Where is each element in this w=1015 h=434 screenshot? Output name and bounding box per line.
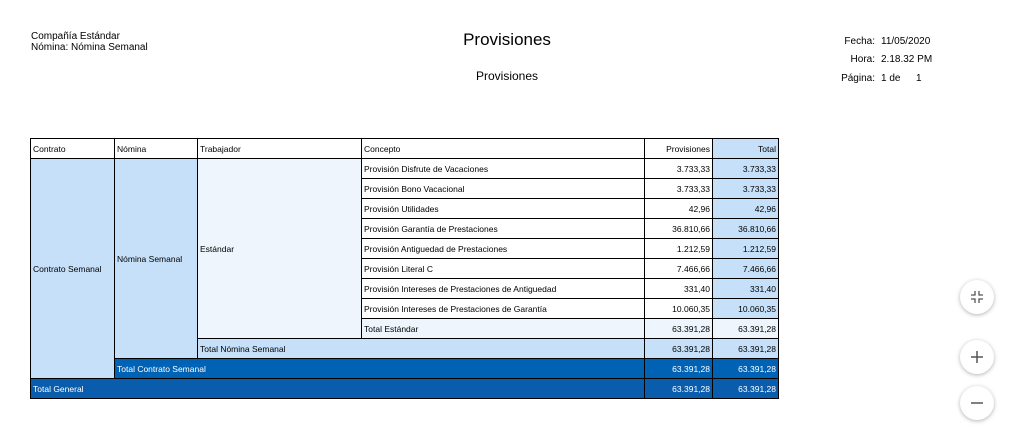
time: 2.18.32 PM	[881, 54, 933, 65]
total: 7.466,66	[712, 258, 779, 279]
total: 3.733,33	[712, 158, 779, 179]
collapse-icon	[971, 291, 983, 303]
page-total: 1	[916, 73, 922, 84]
subtotal-provision: 63.391,28	[644, 358, 713, 379]
subtitle: Provisiones	[475, 69, 539, 83]
column-header: Total	[712, 138, 779, 159]
collapse-button[interactable]	[960, 280, 994, 314]
provision: 7.466,66	[644, 258, 713, 279]
subtotal-total: 63.391,28	[712, 358, 779, 379]
subtotal-label: Total Estándar	[361, 318, 645, 339]
payroll: Nómina: Nómina Semanal	[31, 42, 148, 53]
minus-icon	[971, 402, 983, 404]
subtotal-label: Total Nómina Semanal	[197, 338, 645, 359]
subtotal-total: 63.391,28	[712, 318, 779, 339]
provision: 331,40	[644, 278, 713, 299]
payroll-cell: Nómina Semanal	[114, 158, 198, 359]
subtotal-provision: 63.391,28	[644, 318, 713, 339]
provision: 36.810,66	[644, 218, 713, 239]
provision: 1.212,59	[644, 238, 713, 259]
total: 1.212,59	[712, 238, 779, 259]
concept: Provisión Intereses de Prestaciones de A…	[361, 278, 645, 299]
page-number: 1 de	[881, 73, 901, 84]
concept: Provisión Intereses de Prestaciones de G…	[361, 298, 645, 319]
total: 10.060,35	[712, 298, 779, 319]
concept: Provisión Literal C	[361, 258, 645, 279]
plus-icon	[971, 351, 983, 363]
provision: 3.733,33	[644, 158, 713, 179]
column-header: Contrato	[30, 138, 115, 159]
concept: Provisión Antiguedad de Prestaciones	[361, 238, 645, 259]
zoom-out-button[interactable]	[960, 386, 994, 420]
column-header: Provisiones	[644, 138, 713, 159]
date-label: Fecha:	[844, 36, 875, 47]
subtotal-total: 63.391,28	[712, 378, 779, 399]
contract-cell: Contrato Semanal	[30, 158, 115, 379]
concept: Provisión Utilidades	[361, 198, 645, 219]
page-label: Página:	[841, 73, 875, 84]
date: 11/05/2020	[881, 36, 931, 47]
subtotal-total: 63.391,28	[712, 338, 779, 359]
subtotal-provision: 63.391,28	[644, 378, 713, 399]
provision: 42,96	[644, 198, 713, 219]
concept: Provisión Disfrute de Vacaciones	[361, 158, 645, 179]
provision: 3.733,33	[644, 178, 713, 199]
column-header: Concepto	[361, 138, 645, 159]
subtotal-label: Total General	[30, 378, 645, 399]
company: Compañía Estándar	[31, 31, 120, 42]
zoom-in-button[interactable]	[960, 340, 994, 374]
total: 36.810,66	[712, 218, 779, 239]
total: 3.733,33	[712, 178, 779, 199]
concept: Provisión Bono Vacacional	[361, 178, 645, 199]
provision: 10.060,35	[644, 298, 713, 319]
total: 42,96	[712, 198, 779, 219]
column-header: Trabajador	[197, 138, 362, 159]
total: 331,40	[712, 278, 779, 299]
worker-cell: Estándar	[197, 158, 362, 339]
subtotal-provision: 63.391,28	[644, 338, 713, 359]
title: Provisiones	[463, 30, 551, 49]
concept: Provisión Garantía de Prestaciones	[361, 218, 645, 239]
column-header: Nómina	[114, 138, 198, 159]
time-label: Hora:	[850, 54, 875, 65]
subtotal-label: Total Contrato Semanal	[114, 358, 645, 379]
